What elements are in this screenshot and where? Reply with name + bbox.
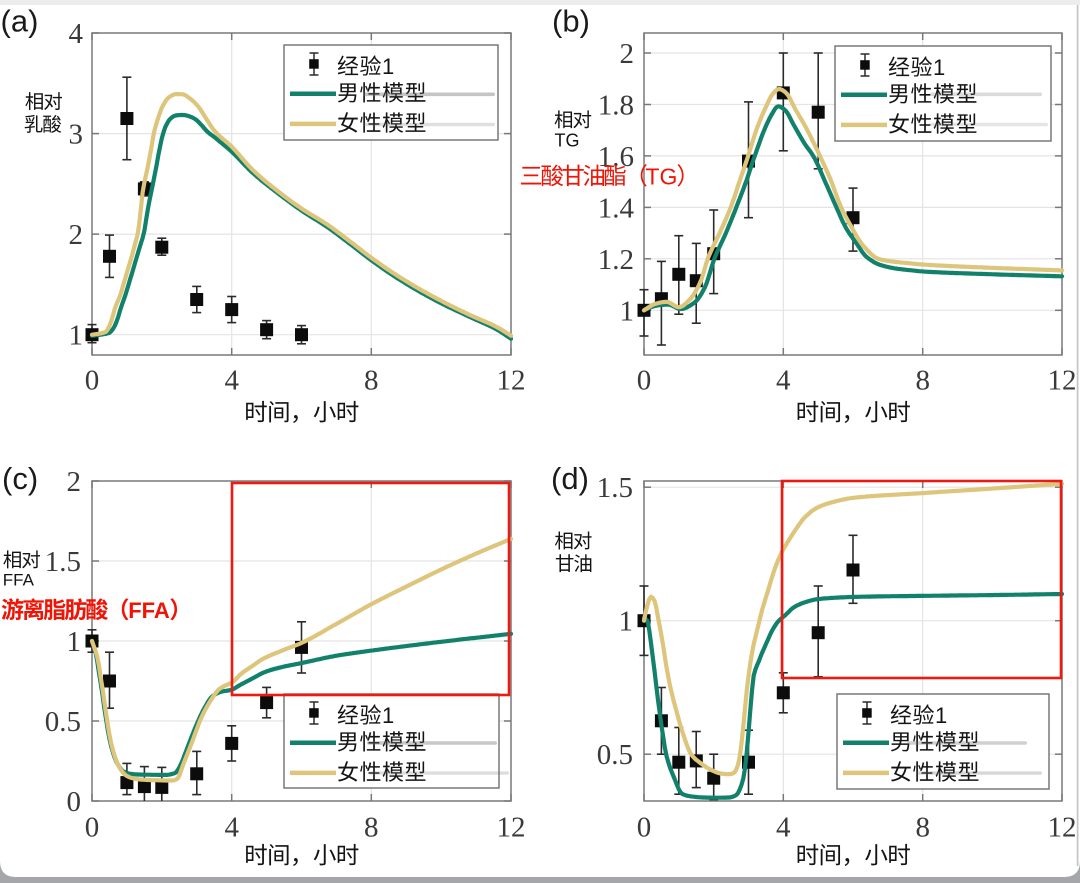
svg-text:(d): (d)	[551, 461, 589, 496]
svg-text:1: 1	[67, 626, 82, 658]
svg-text:1: 1	[619, 606, 634, 638]
svg-text:FFA: FFA	[128, 598, 170, 623]
svg-text:12: 12	[497, 812, 526, 844]
svg-text:12: 12	[1048, 365, 1077, 397]
svg-text:8: 8	[364, 812, 379, 844]
svg-text:(b): (b)	[552, 4, 590, 39]
svg-text:2: 2	[620, 38, 635, 70]
svg-text:8: 8	[915, 812, 930, 844]
svg-text:1: 1	[382, 703, 394, 728]
svg-text:1: 1	[620, 295, 635, 327]
svg-text:4: 4	[224, 365, 239, 397]
svg-text:0: 0	[67, 786, 82, 818]
svg-text:4: 4	[224, 812, 239, 844]
svg-text:4: 4	[776, 365, 791, 397]
svg-text:0: 0	[637, 812, 652, 844]
svg-text:0.5: 0.5	[45, 706, 81, 738]
svg-text:0.5: 0.5	[597, 739, 633, 771]
svg-text:4: 4	[776, 812, 791, 844]
svg-text:2: 2	[69, 219, 84, 251]
svg-text:1: 1	[382, 54, 394, 79]
svg-text:8: 8	[915, 365, 930, 397]
svg-text:1.5: 1.5	[45, 546, 81, 578]
svg-text:1: 1	[69, 320, 84, 352]
svg-text:0: 0	[637, 365, 652, 397]
svg-text:4: 4	[69, 18, 84, 50]
svg-text:TG: TG	[555, 130, 580, 150]
svg-text:0: 0	[85, 365, 100, 397]
svg-text:2: 2	[67, 466, 82, 498]
svg-text:1: 1	[935, 703, 947, 728]
svg-text:(c): (c)	[2, 461, 38, 496]
svg-text:8: 8	[364, 365, 379, 397]
svg-text:1: 1	[933, 55, 945, 80]
svg-text:0: 0	[85, 812, 100, 844]
svg-text:TG: TG	[645, 163, 677, 189]
svg-text:12: 12	[497, 365, 526, 397]
svg-text:FFA: FFA	[3, 571, 35, 590]
svg-text:1.8: 1.8	[598, 90, 634, 122]
svg-text:1.4: 1.4	[598, 192, 635, 224]
svg-text:(a): (a)	[1, 4, 39, 39]
svg-text:1.5: 1.5	[597, 472, 633, 504]
svg-text:3: 3	[69, 119, 84, 151]
svg-text:1.2: 1.2	[598, 244, 634, 276]
svg-text:12: 12	[1048, 812, 1077, 844]
